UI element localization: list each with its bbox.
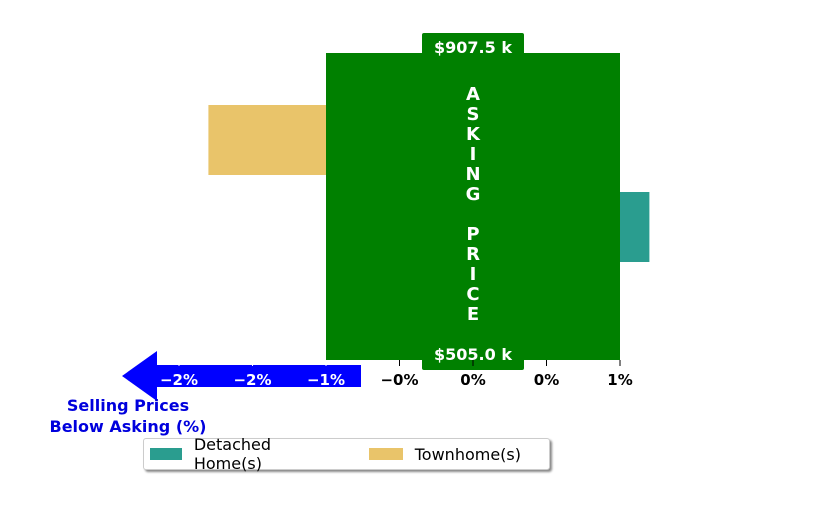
- bars-layer: [208, 105, 650, 262]
- x-tick-label: −2%: [160, 371, 198, 389]
- legend-item-townhome: Townhome(s): [368, 444, 521, 464]
- asking-price-letter: G: [466, 184, 481, 205]
- legend: Detached Home(s) Townhome(s): [143, 435, 550, 473]
- legend-label-townhome: Townhome(s): [414, 444, 521, 464]
- legend-label-detached: Detached Home(s): [193, 435, 272, 473]
- below-asking-arrow: [122, 351, 361, 401]
- asking-price-letter: I: [470, 144, 477, 165]
- legend-item-detached: Detached Home(s): [150, 435, 335, 473]
- asking-price-letter: C: [466, 284, 479, 305]
- asking-price-letter: E: [467, 304, 479, 325]
- top-price-box: [422, 33, 524, 61]
- asking-price-letter: N: [465, 164, 480, 185]
- x-tick-label: 1%: [607, 371, 632, 389]
- x-tick-label: −2%: [233, 371, 271, 389]
- arrow-layer: [122, 351, 361, 401]
- asking-price-letter: I: [470, 264, 477, 285]
- asking-price-letter: P: [466, 224, 479, 245]
- bar-townhome: [208, 105, 326, 175]
- asking-price-band: [326, 53, 620, 360]
- asking-price-letter: R: [466, 244, 480, 265]
- arrow-caption-line1: Selling Prices: [67, 396, 189, 415]
- bottom-price-label: $505.0 k: [434, 345, 512, 364]
- x-tick-label: 0%: [460, 371, 485, 389]
- asking-price-letter: A: [466, 84, 480, 105]
- arrow-caption-line2: Below Asking (%): [50, 417, 207, 436]
- bar-detached: [620, 192, 650, 262]
- top-price-label: $907.5 k: [434, 38, 512, 57]
- x-tick-label: −1%: [307, 371, 345, 389]
- x-axis-ticks: −2% −2% −1% −0% 0% 0% 1%: [160, 360, 633, 389]
- legend-swatch-townhome: [368, 448, 403, 460]
- asking-price-letter: K: [466, 124, 481, 145]
- asking-price-letter: S: [467, 104, 480, 125]
- legend-swatch-detached: [150, 448, 182, 460]
- bottom-price-box: [422, 342, 524, 370]
- x-tick-label: −0%: [380, 371, 418, 389]
- x-tick-label: 0%: [534, 371, 559, 389]
